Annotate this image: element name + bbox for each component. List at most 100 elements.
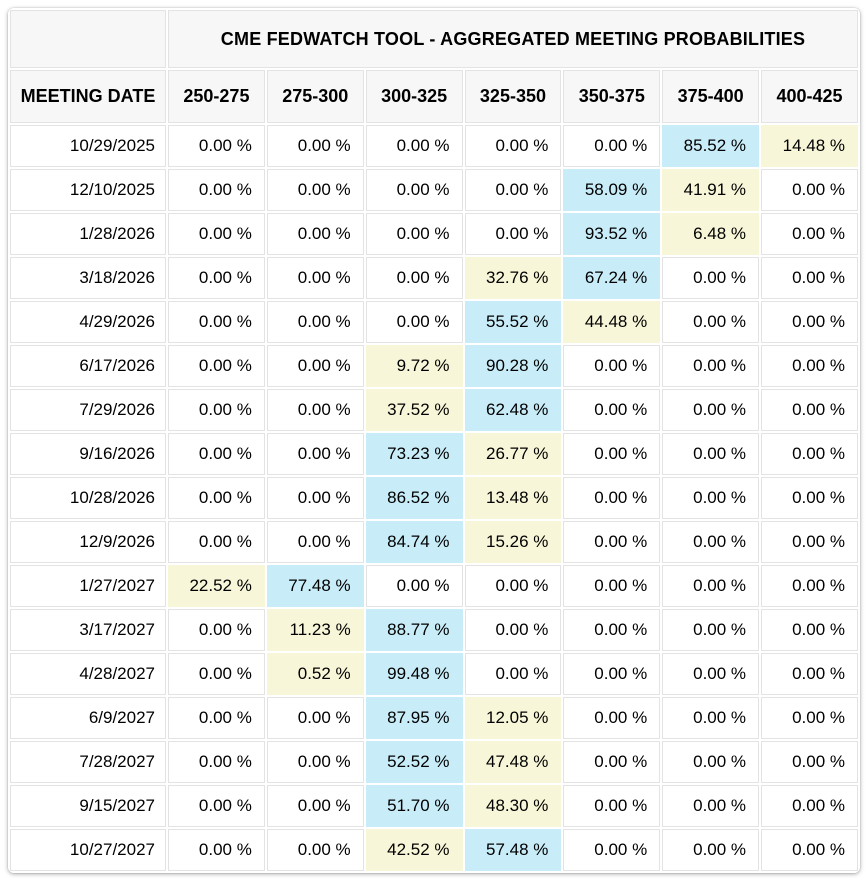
probability-cell: 0.00 % xyxy=(563,653,661,695)
probability-cell-second: 14.48 % xyxy=(761,125,858,167)
probability-cell: 0.00 % xyxy=(266,741,364,783)
meeting-date-cell: 6/9/2027 xyxy=(10,697,166,739)
meeting-date-cell: 10/28/2026 xyxy=(10,477,166,519)
probability-table-body: 10/29/2025 0.00 % 0.00 % 0.00 % 0.00 % 0.00 %… xyxy=(10,125,858,871)
probability-cell: 0.00 % xyxy=(365,169,463,211)
table-row: 10/28/2026 0.00 % 0.00 % 86.52 % 13.48 % 0.00… xyxy=(10,477,858,519)
probability-cell: 0.00 % xyxy=(168,785,265,827)
probability-cell-highest: 88.77 % xyxy=(365,609,463,651)
probability-cell-highest: 55.52 % xyxy=(464,301,562,343)
probability-cell: 0.00 % xyxy=(266,213,364,255)
probability-cell: 0.00 % xyxy=(168,213,265,255)
probability-cell: 0.00 % xyxy=(464,169,562,211)
probability-cell: 0.00 % xyxy=(266,125,364,167)
probability-cell: 0.00 % xyxy=(662,345,760,387)
probability-cell: 0.00 % xyxy=(563,433,661,475)
table-row: 6/17/2026 0.00 % 0.00 % 9.72 % 90.28 % 0.00 %… xyxy=(10,345,858,387)
probability-cell: 0.00 % xyxy=(266,345,364,387)
meeting-date-cell: 10/29/2025 xyxy=(10,125,166,167)
probability-cell: 0.00 % xyxy=(563,125,661,167)
meeting-date-cell: 1/27/2027 xyxy=(10,565,166,607)
probability-cell: 0.00 % xyxy=(563,521,661,563)
probability-cell: 0.00 % xyxy=(662,433,760,475)
probability-cell: 0.00 % xyxy=(464,565,562,607)
probability-cell: 0.00 % xyxy=(761,741,858,783)
probability-cell-highest: 67.24 % xyxy=(563,257,661,299)
meeting-date-cell: 4/29/2026 xyxy=(10,301,166,343)
probability-cell: 0.00 % xyxy=(266,169,364,211)
probability-cell-second: 26.77 % xyxy=(464,433,562,475)
probability-cell: 0.00 % xyxy=(761,169,858,211)
probability-cell-second: 44.48 % xyxy=(563,301,661,343)
table-row: 3/18/2026 0.00 % 0.00 % 0.00 % 32.76 % 67.24 … xyxy=(10,257,858,299)
probability-cell-highest: 52.52 % xyxy=(365,741,463,783)
probability-cell: 0.00 % xyxy=(168,477,265,519)
probability-cell: 0.00 % xyxy=(761,345,858,387)
meeting-date-cell: 12/9/2026 xyxy=(10,521,166,563)
probability-cell-highest: 84.74 % xyxy=(365,521,463,563)
table-row: 1/28/2026 0.00 % 0.00 % 0.00 % 0.00 % 93.52 %… xyxy=(10,213,858,255)
probability-cell: 0.00 % xyxy=(662,829,760,871)
probability-cell: 0.00 % xyxy=(662,301,760,343)
probability-cell: 0.00 % xyxy=(266,257,364,299)
probability-cell: 0.00 % xyxy=(365,257,463,299)
rate-range-header: 325-350 xyxy=(464,70,562,123)
table-row: 4/28/2027 0.00 % 0.52 % 99.48 % 0.00 % 0.00 %… xyxy=(10,653,858,695)
table-row: 7/29/2026 0.00 % 0.00 % 37.52 % 62.48 % 0.00 … xyxy=(10,389,858,431)
meeting-date-cell: 1/28/2026 xyxy=(10,213,166,255)
probability-cell: 0.00 % xyxy=(464,213,562,255)
probability-cell: 0.00 % xyxy=(761,257,858,299)
probability-cell-highest: 87.95 % xyxy=(365,697,463,739)
probability-cell: 0.00 % xyxy=(761,565,858,607)
fedwatch-card: CME FEDWATCH TOOL - AGGREGATED MEETING P… xyxy=(8,8,860,873)
probability-cell: 0.00 % xyxy=(168,125,265,167)
meeting-date-cell: 9/15/2027 xyxy=(10,785,166,827)
probability-cell: 0.00 % xyxy=(168,609,265,651)
meeting-date-cell: 3/18/2026 xyxy=(10,257,166,299)
probability-cell: 0.00 % xyxy=(365,125,463,167)
table-title: CME FEDWATCH TOOL - AGGREGATED MEETING P… xyxy=(168,10,858,68)
probability-cell-highest: 93.52 % xyxy=(563,213,661,255)
probability-cell: 0.00 % xyxy=(563,609,661,651)
rate-range-header: 350-375 xyxy=(563,70,661,123)
probability-cell: 0.00 % xyxy=(761,433,858,475)
probability-cell-highest: 58.09 % xyxy=(563,169,661,211)
probability-cell-highest: 73.23 % xyxy=(365,433,463,475)
probability-cell: 0.00 % xyxy=(761,785,858,827)
probability-cell: 0.00 % xyxy=(168,345,265,387)
probability-cell-second: 11.23 % xyxy=(266,609,364,651)
probability-cell: 0.00 % xyxy=(266,697,364,739)
rate-range-header: 300-325 xyxy=(365,70,463,123)
probability-cell: 0.00 % xyxy=(662,653,760,695)
table-row: 9/15/2027 0.00 % 0.00 % 51.70 % 48.30 % 0.00 … xyxy=(10,785,858,827)
probability-cell: 0.00 % xyxy=(563,565,661,607)
probability-cell-highest: 86.52 % xyxy=(365,477,463,519)
probability-cell: 0.00 % xyxy=(365,213,463,255)
probability-cell: 0.00 % xyxy=(662,257,760,299)
table-row: 4/29/2026 0.00 % 0.00 % 0.00 % 55.52 % 44.48 … xyxy=(10,301,858,343)
probability-cell: 0.00 % xyxy=(266,433,364,475)
meeting-date-cell: 7/29/2026 xyxy=(10,389,166,431)
probability-cell: 0.00 % xyxy=(266,521,364,563)
probability-cell: 0.00 % xyxy=(365,301,463,343)
probability-cell-second: 32.76 % xyxy=(464,257,562,299)
table-row: 9/16/2026 0.00 % 0.00 % 73.23 % 26.77 % 0.00 … xyxy=(10,433,858,475)
probability-cell: 0.00 % xyxy=(563,785,661,827)
probability-cell: 0.00 % xyxy=(662,477,760,519)
meeting-date-cell: 10/27/2027 xyxy=(10,829,166,871)
probabilities-table: CME FEDWATCH TOOL - AGGREGATED MEETING P… xyxy=(8,8,860,873)
probability-cell: 0.00 % xyxy=(266,389,364,431)
probability-cell: 0.00 % xyxy=(168,257,265,299)
probability-cell: 0.00 % xyxy=(464,609,562,651)
corner-cell xyxy=(10,10,166,68)
probability-cell: 0.00 % xyxy=(761,389,858,431)
probability-cell: 0.00 % xyxy=(168,301,265,343)
probability-cell: 0.00 % xyxy=(266,477,364,519)
probability-cell: 0.00 % xyxy=(266,785,364,827)
probability-cell-second: 15.26 % xyxy=(464,521,562,563)
probability-cell-highest: 99.48 % xyxy=(365,653,463,695)
probability-cell: 0.00 % xyxy=(168,521,265,563)
probability-cell-highest: 51.70 % xyxy=(365,785,463,827)
probability-cell: 0.00 % xyxy=(266,301,364,343)
table-row: 7/28/2027 0.00 % 0.00 % 52.52 % 47.48 % 0.00 … xyxy=(10,741,858,783)
